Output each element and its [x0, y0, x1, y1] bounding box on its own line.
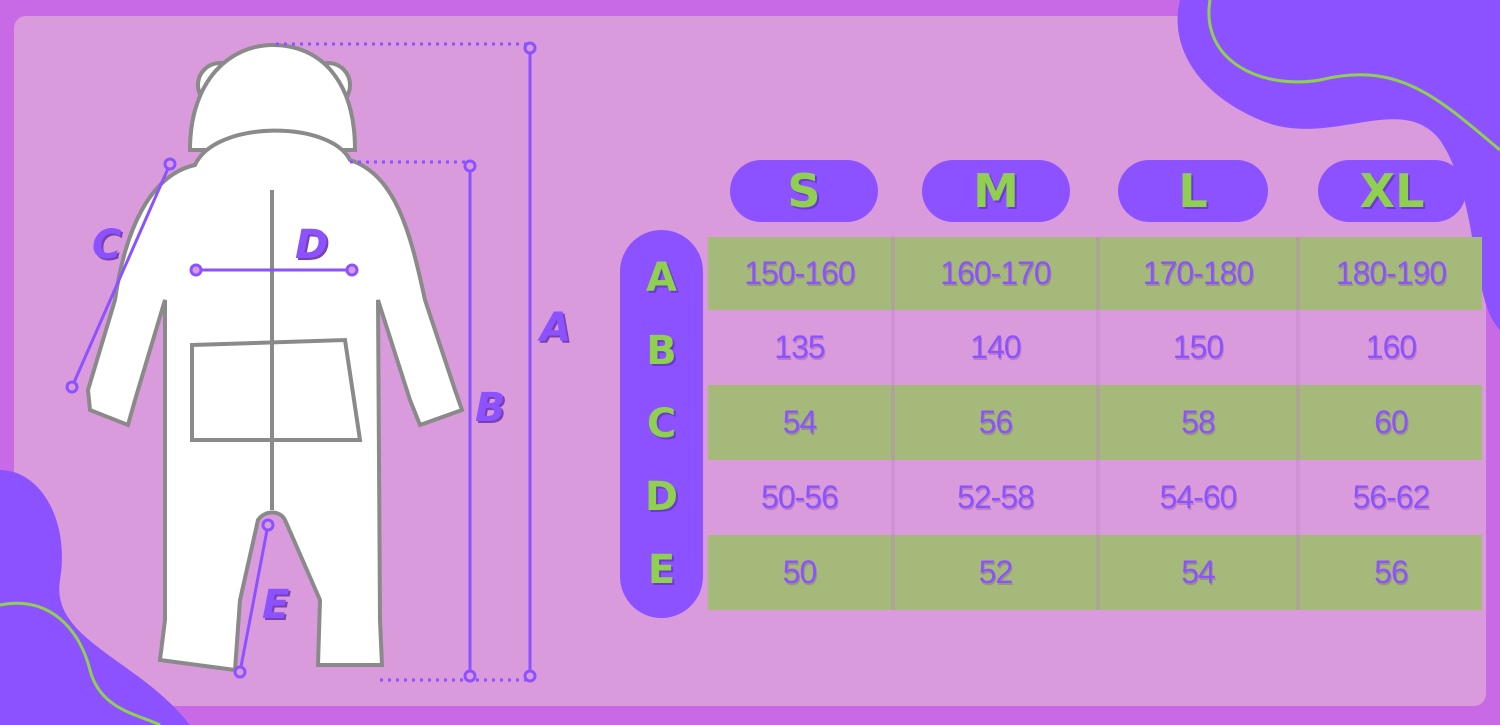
table-cell: 150: [1100, 310, 1300, 385]
table-cell: 150-160: [708, 237, 895, 310]
label-b: B: [475, 385, 506, 431]
size-header-s: S: [730, 160, 878, 222]
table-cell: 160: [1365, 329, 1417, 365]
onesie-drawing: [85, 42, 465, 673]
label-d: D: [295, 222, 329, 268]
bottom-left-blob: [0, 470, 190, 725]
top-right-blob: [1177, 0, 1500, 330]
table-row: 54 56 58 60: [708, 385, 1482, 460]
table-cell: 54-60: [1100, 460, 1300, 535]
table-cell: 54: [1100, 535, 1300, 610]
size-header-l: L: [1118, 160, 1268, 222]
row-label-c: C: [646, 400, 677, 447]
row-label-b: B: [646, 328, 677, 375]
label-e: E: [262, 582, 290, 628]
table-cell: 56-62: [1352, 479, 1431, 515]
row-label-a: A: [646, 255, 677, 302]
table-row: 50 52 54 56: [708, 535, 1482, 610]
top-right-squiggle: [1207, 0, 1500, 152]
table-cell: 180-190: [1335, 255, 1447, 291]
row-label-e: E: [647, 546, 676, 593]
row-labels: A B C D E: [620, 230, 703, 618]
onesie-diagram: [65, 41, 537, 683]
table-row: 150-160 160-170 170-180 180-190: [708, 237, 1482, 310]
label-c: C: [92, 222, 122, 268]
table-cell: 52-58: [895, 460, 1100, 535]
size-header-m: M: [922, 160, 1070, 222]
table-cell: 60: [1374, 404, 1409, 440]
table-row: 50-56 52-58 54-60 56-62: [708, 460, 1482, 535]
table-cell: 50: [708, 535, 895, 610]
table-cell: 58: [1100, 385, 1300, 460]
table-cell: 56: [895, 385, 1100, 460]
table-cell: 140: [895, 310, 1100, 385]
size-header-xl: XL: [1318, 160, 1466, 222]
table-cell: 160-170: [895, 237, 1100, 310]
table-row: 135 140 150 160: [708, 310, 1482, 385]
table-cell: 50-56: [708, 460, 895, 535]
table-cell: 54: [708, 385, 895, 460]
row-label-d: D: [644, 473, 679, 520]
bottom-left-squiggle: [0, 601, 161, 725]
measurement-lines: [65, 41, 537, 683]
table-cell: 170-180: [1100, 237, 1300, 310]
table-cell: 52: [895, 535, 1100, 610]
table-cell: 56: [1374, 554, 1409, 590]
table-cell: 135: [708, 310, 895, 385]
label-a: A: [540, 305, 571, 351]
